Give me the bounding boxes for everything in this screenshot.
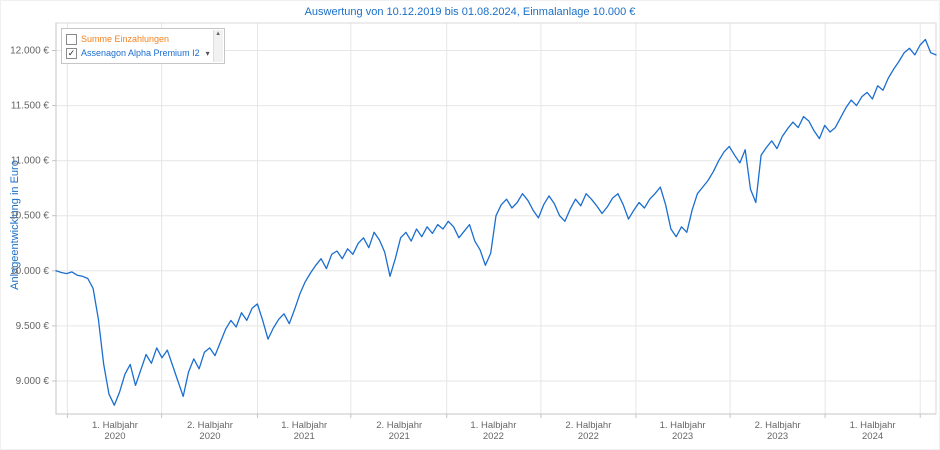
svg-text:11.000 €: 11.000 € bbox=[11, 156, 50, 167]
svg-text:2023: 2023 bbox=[767, 431, 788, 442]
scroll-up-icon[interactable]: ▲ bbox=[215, 31, 222, 37]
svg-text:2. Halbjahr: 2. Halbjahr bbox=[376, 420, 422, 431]
svg-text:10.500 €: 10.500 € bbox=[10, 211, 49, 222]
svg-text:2022: 2022 bbox=[578, 431, 599, 442]
svg-text:1. Halbjahr: 1. Halbjahr bbox=[92, 420, 138, 431]
svg-text:1. Halbjahr: 1. Halbjahr bbox=[660, 420, 706, 431]
svg-text:10.000 €: 10.000 € bbox=[10, 266, 49, 277]
checkbox-summe-einzahlungen[interactable] bbox=[66, 33, 77, 45]
svg-text:9.000 €: 9.000 € bbox=[16, 376, 50, 387]
svg-text:2022: 2022 bbox=[483, 431, 504, 442]
legend-scrollbar[interactable]: ▲ bbox=[212, 30, 223, 62]
legend-label-assenagon: Assenagon Alpha Premium I2 bbox=[81, 48, 200, 58]
svg-text:2. Halbjahr: 2. Halbjahr bbox=[755, 420, 801, 431]
svg-text:9.500 €: 9.500 € bbox=[16, 321, 50, 332]
svg-text:12.000 €: 12.000 € bbox=[10, 46, 49, 57]
svg-text:11.500 €: 11.500 € bbox=[11, 101, 50, 112]
svg-text:2. Halbjahr: 2. Halbjahr bbox=[565, 420, 611, 431]
svg-text:1. Halbjahr: 1. Halbjahr bbox=[470, 420, 516, 431]
svg-text:2020: 2020 bbox=[104, 431, 125, 442]
chart-legend: Summe Einzahlungen ✓ Assenagon Alpha Pre… bbox=[61, 28, 225, 64]
legend-item-summe-einzahlungen[interactable]: Summe Einzahlungen bbox=[66, 32, 210, 46]
series-line bbox=[55, 38, 937, 406]
svg-text:2024: 2024 bbox=[862, 431, 883, 442]
chevron-down-icon[interactable]: ▾ bbox=[205, 48, 210, 58]
chart-title: Auswertung von 10.12.2019 bis 01.08.2024… bbox=[304, 6, 636, 18]
legend-item-assenagon[interactable]: ✓ Assenagon Alpha Premium I2 ▾ bbox=[66, 46, 210, 60]
svg-text:1. Halbjahr: 1. Halbjahr bbox=[281, 420, 327, 431]
svg-text:2023: 2023 bbox=[672, 431, 693, 442]
svg-text:2. Halbjahr: 2. Halbjahr bbox=[187, 420, 233, 431]
svg-text:1. Halbjahr: 1. Halbjahr bbox=[850, 420, 896, 431]
svg-text:2020: 2020 bbox=[199, 431, 220, 442]
legend-label-summe-einzahlungen: Summe Einzahlungen bbox=[81, 34, 170, 44]
checkbox-assenagon[interactable]: ✓ bbox=[66, 47, 77, 59]
svg-text:2021: 2021 bbox=[294, 431, 315, 442]
svg-text:2021: 2021 bbox=[389, 431, 410, 442]
